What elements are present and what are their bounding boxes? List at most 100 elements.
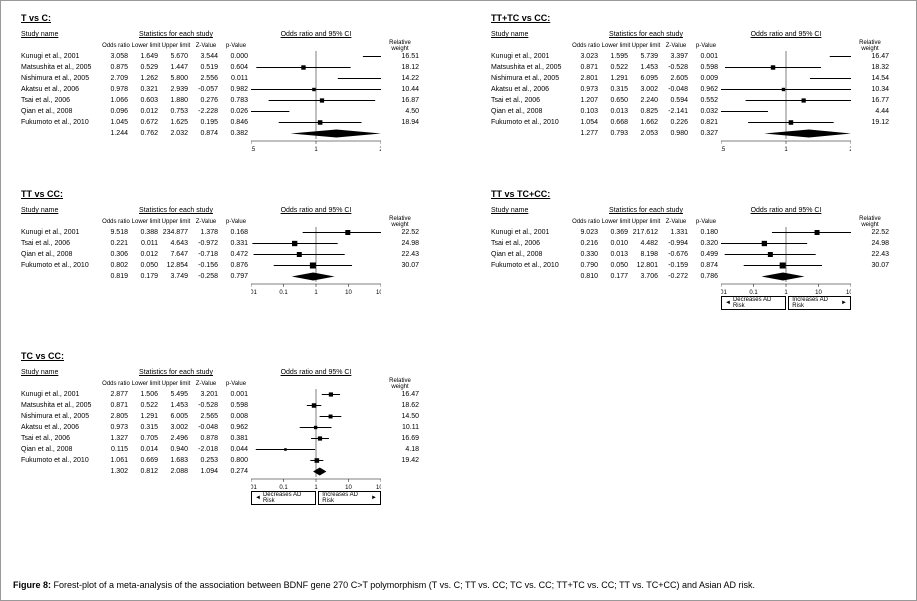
panel-title: TT vs CC: xyxy=(21,189,419,199)
val-p: 0.381 xyxy=(221,435,251,442)
val-z: -0.718 xyxy=(191,251,221,258)
hdr-stats: Statistics for each study xyxy=(101,207,251,214)
val-relw: 16.47 xyxy=(851,53,889,60)
val-ul: 8.198 xyxy=(631,251,661,258)
val-ul: 234.877 xyxy=(161,229,191,236)
forest-marker xyxy=(297,252,302,257)
hdr-plot: Odds ratio and 95% CI xyxy=(251,207,381,214)
risk-arrows: ◄Decreases AD Risk Increases AD Risk► xyxy=(251,491,381,505)
val-relw: 16.87 xyxy=(381,97,419,104)
study-label: Akatsu et al., 2006 xyxy=(491,86,571,93)
tick-label: 0.01 xyxy=(251,290,257,296)
val-p: 0.044 xyxy=(221,446,251,453)
val-p: 0.032 xyxy=(691,108,721,115)
val-z: 0.195 xyxy=(191,119,221,126)
val-ul: 1.880 xyxy=(161,97,191,104)
val-or: 0.871 xyxy=(571,64,601,71)
val-z: -0.676 xyxy=(661,251,691,258)
sum-or: 1.302 xyxy=(101,468,131,475)
colh-z: Z-Value xyxy=(191,381,221,387)
study-label: Nishimura et al., 2005 xyxy=(491,75,571,82)
val-ul: 4.643 xyxy=(161,240,191,247)
risk-arrows: ◄Decreases AD Risk Increases AD Risk► xyxy=(721,296,851,310)
panel-title: TT vs TC+CC: xyxy=(491,189,889,199)
val-or: 1.207 xyxy=(571,97,601,104)
val-ll: 0.369 xyxy=(601,229,631,236)
val-p: 0.552 xyxy=(691,97,721,104)
val-p: 0.008 xyxy=(221,413,251,420)
val-ll: 0.013 xyxy=(601,251,631,258)
val-ll: 0.603 xyxy=(131,97,161,104)
colh-z: Z-Value xyxy=(191,43,221,49)
val-or: 2.805 xyxy=(101,413,131,420)
val-p: 0.962 xyxy=(221,424,251,431)
val-ll: 0.522 xyxy=(131,402,161,409)
sum-z: 1.094 xyxy=(191,468,221,475)
val-or: 9.023 xyxy=(571,229,601,236)
summary-diamond xyxy=(292,273,335,281)
val-ul: 6.005 xyxy=(161,413,191,420)
val-ul: 1.453 xyxy=(161,402,191,409)
panel-title: TT+TC vs CC: xyxy=(491,13,889,23)
val-ll: 0.668 xyxy=(601,119,631,126)
study-label: Akatsu et al., 2006 xyxy=(21,424,101,431)
study-label: Kunugi et al., 2001 xyxy=(491,53,571,60)
colh-relw: Relative weight xyxy=(851,40,889,52)
colh-relw: Relative weight xyxy=(381,40,419,52)
forest-marker xyxy=(301,65,305,69)
figure-number: Figure 8: xyxy=(13,580,51,590)
val-p: 0.026 xyxy=(221,108,251,115)
increase-risk-arrow: Increases AD Risk► xyxy=(318,491,381,505)
decrease-risk-arrow: ◄Decreases AD Risk xyxy=(721,296,786,310)
val-p: 0.472 xyxy=(221,251,251,258)
val-or: 3.023 xyxy=(571,53,601,60)
study-label: Qian et al., 2008 xyxy=(21,446,101,453)
sum-ll: 0.177 xyxy=(601,273,631,280)
val-or: 0.221 xyxy=(101,240,131,247)
forest-marker xyxy=(780,262,786,268)
sum-ll: 0.812 xyxy=(131,468,161,475)
val-z: -2.018 xyxy=(191,446,221,453)
val-ul: 1.683 xyxy=(161,457,191,464)
val-or: 1.327 xyxy=(101,435,131,442)
val-ul: 4.482 xyxy=(631,240,661,247)
val-ll: 0.321 xyxy=(131,86,161,93)
sum-ul: 3.749 xyxy=(161,273,191,280)
val-ul: 7.647 xyxy=(161,251,191,258)
val-ll: 1.291 xyxy=(131,413,161,420)
forest-plot-svg: 0.512 xyxy=(721,51,851,155)
val-p: 0.800 xyxy=(221,457,251,464)
val-p: 0.180 xyxy=(691,229,721,236)
val-p: 0.168 xyxy=(221,229,251,236)
val-relw: 4.50 xyxy=(381,108,419,115)
sum-or: 1.277 xyxy=(571,130,601,137)
val-relw: 19.12 xyxy=(851,119,889,126)
study-label: Matsushita et al., 2005 xyxy=(491,64,571,71)
study-label: Fukumoto et al., 2010 xyxy=(491,119,571,126)
study-label: Fukumoto et al., 2010 xyxy=(21,457,101,464)
val-relw: 22.52 xyxy=(381,229,419,236)
val-p: 0.783 xyxy=(221,97,251,104)
val-z: 0.519 xyxy=(191,64,221,71)
study-label: Tsai et al., 2006 xyxy=(21,97,101,104)
val-ul: 0.940 xyxy=(161,446,191,453)
val-relw: 22.52 xyxy=(851,229,889,236)
colh-z: Z-Value xyxy=(661,219,691,225)
val-p: 0.874 xyxy=(691,262,721,269)
val-ll: 0.014 xyxy=(131,446,161,453)
val-p: 0.876 xyxy=(221,262,251,269)
val-relw: 22.43 xyxy=(851,251,889,258)
val-p: 0.598 xyxy=(691,64,721,71)
sum-z: 0.874 xyxy=(191,130,221,137)
val-ll: 0.388 xyxy=(131,229,161,236)
sum-z: -0.272 xyxy=(661,273,691,280)
sum-ll: 0.762 xyxy=(131,130,161,137)
forest-marker xyxy=(329,392,333,396)
val-ll: 0.522 xyxy=(601,64,631,71)
sum-ul: 3.706 xyxy=(631,273,661,280)
val-relw: 24.98 xyxy=(381,240,419,247)
colh-or: Odds ratio xyxy=(571,43,601,49)
colh-z: Z-Value xyxy=(661,43,691,49)
colh-or: Odds ratio xyxy=(571,219,601,225)
val-z: 1.378 xyxy=(191,229,221,236)
